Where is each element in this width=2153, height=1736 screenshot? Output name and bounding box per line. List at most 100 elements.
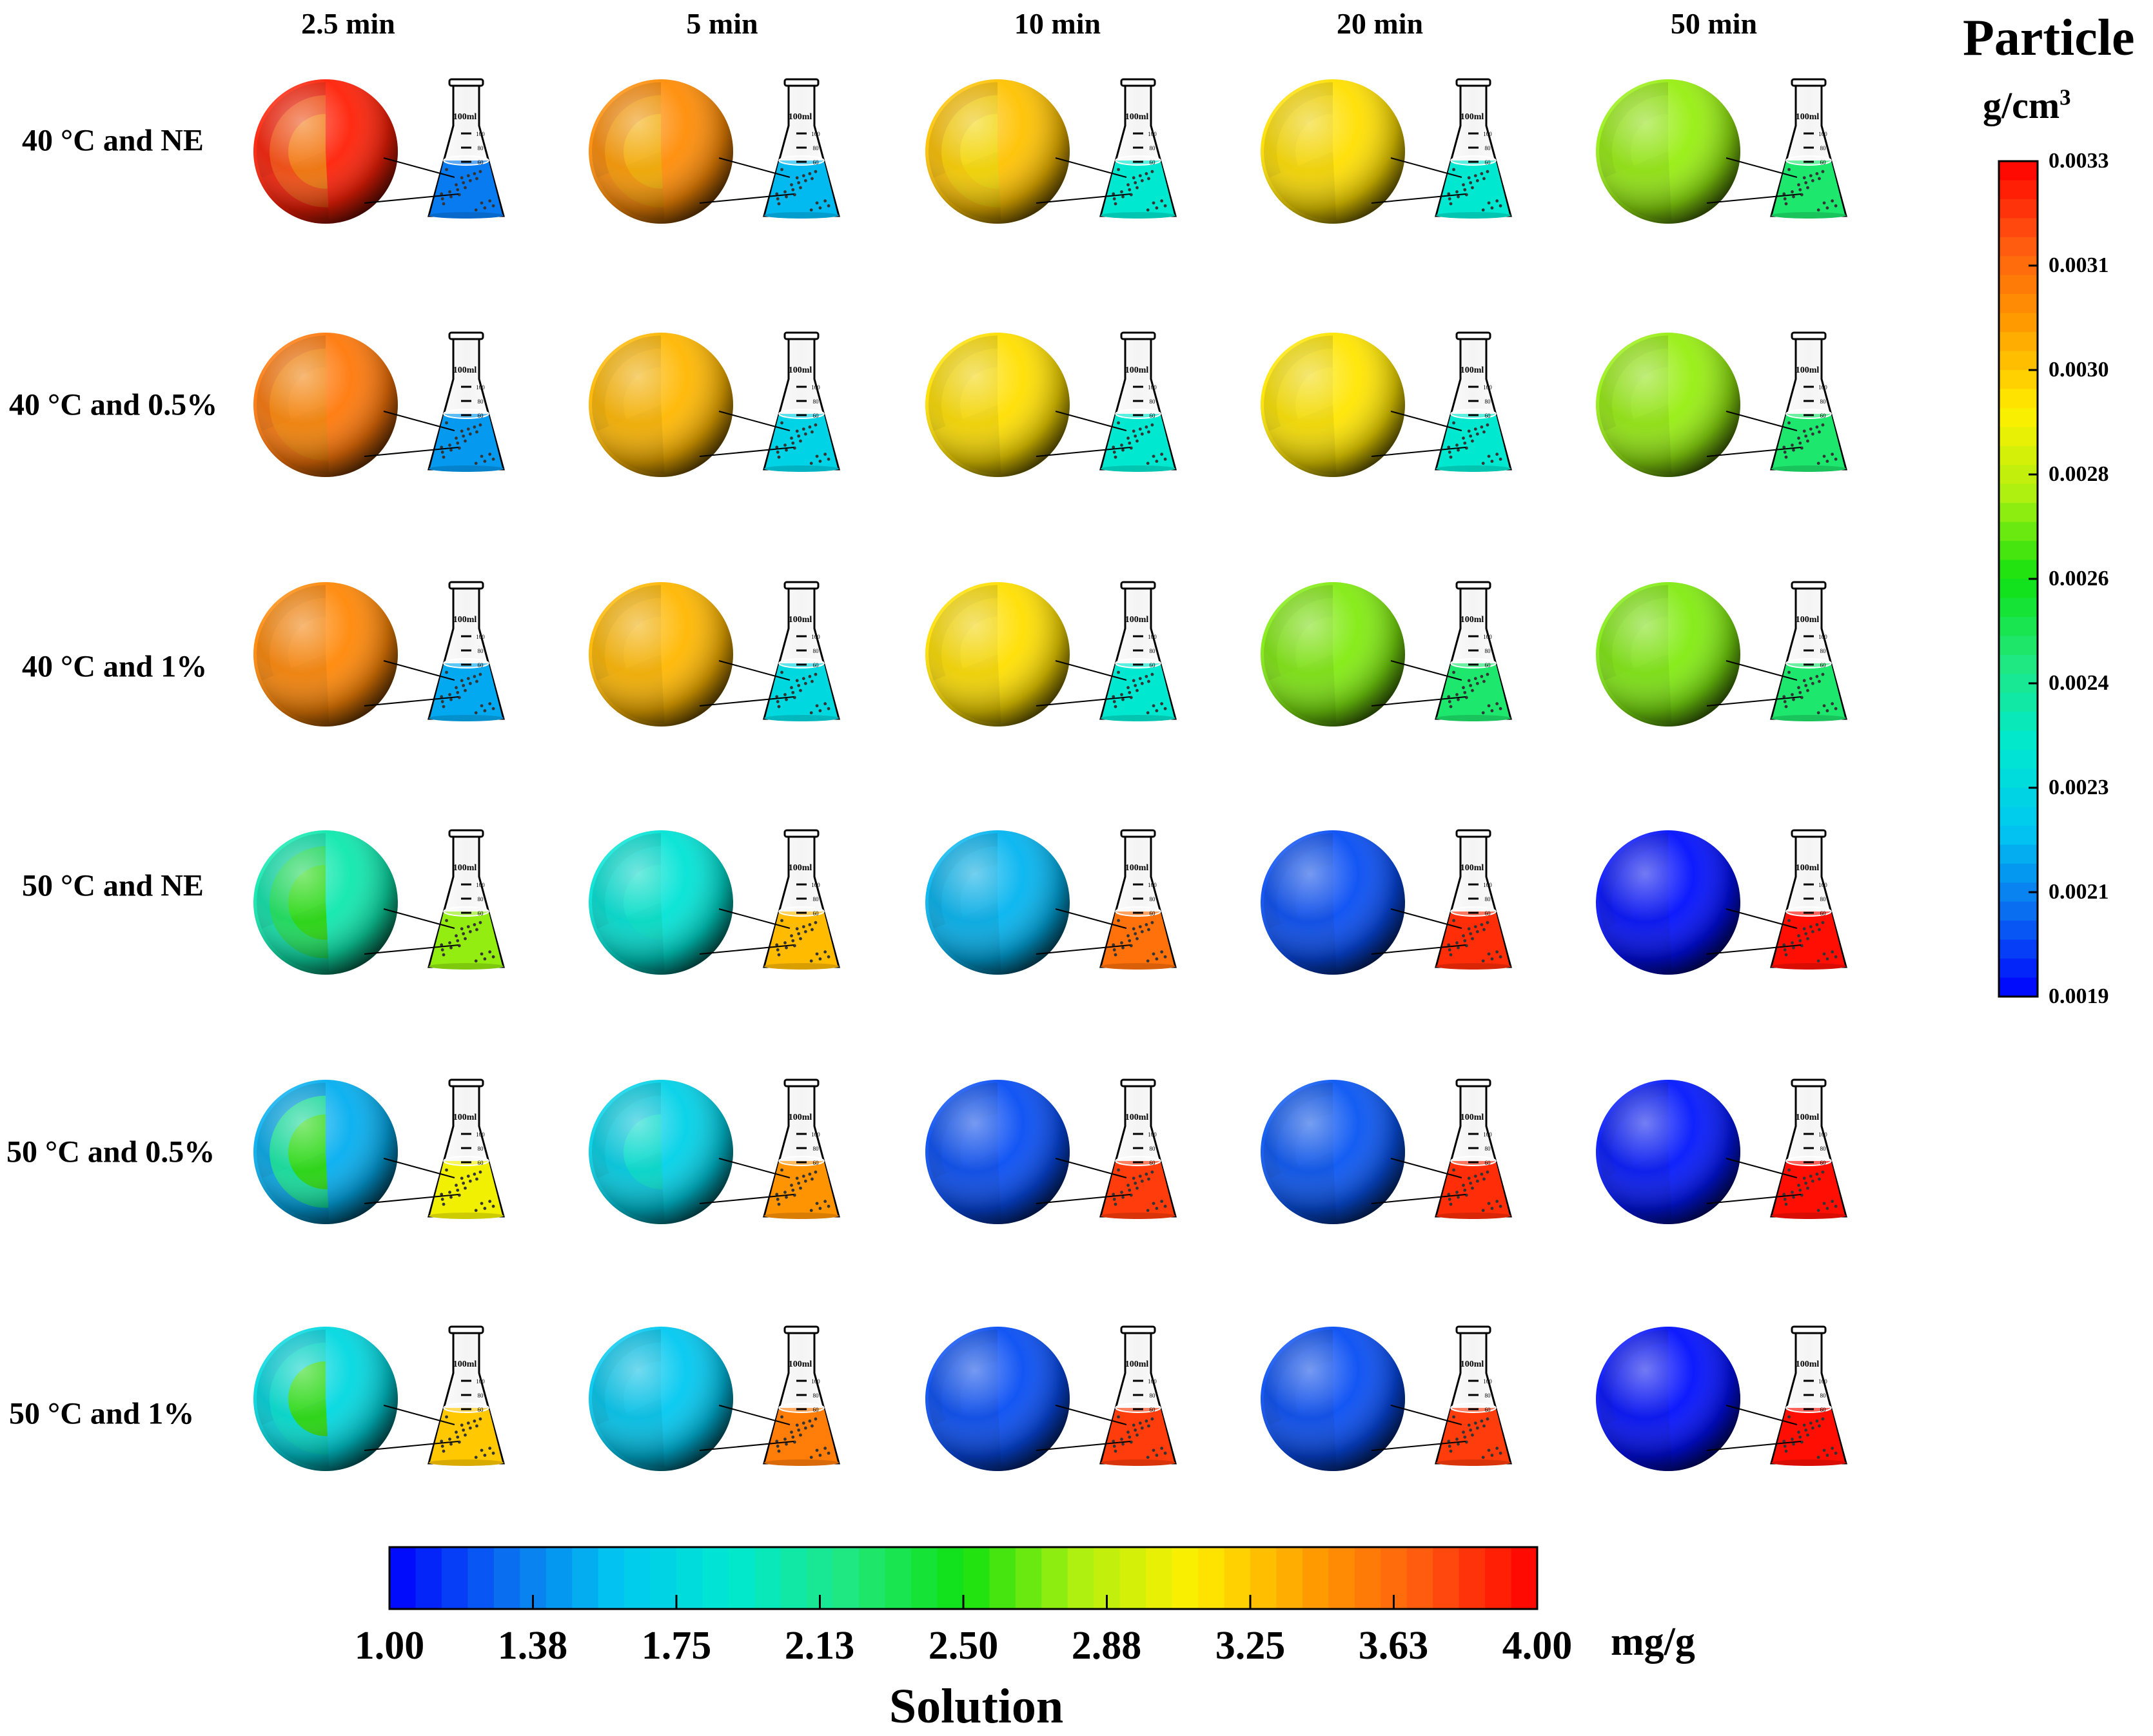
flask-particle-dot — [818, 460, 822, 463]
flask-particle-dot — [783, 444, 787, 447]
flask-particle-dot — [801, 427, 805, 431]
flask-particle-dot — [1825, 1454, 1829, 1457]
flask-particle-dot — [488, 1447, 492, 1450]
cell-r2-c1: 100ml 100 80 60 — [253, 331, 505, 477]
particle-tick-label: 0.0033 — [2049, 149, 2109, 173]
flask-particle-dot — [449, 697, 453, 701]
flask-base — [429, 715, 504, 721]
flask-particle-dot — [1802, 429, 1806, 433]
flask-particle-dot — [1782, 695, 1786, 699]
flask-particle-dot — [818, 206, 822, 210]
flask-graduation-label: 100 — [1483, 1378, 1492, 1385]
flask-particle-dot — [1481, 208, 1485, 212]
flask-particle-dot — [440, 1198, 444, 1201]
flask-particle-dot — [1114, 202, 1117, 206]
flask-particle-dot — [827, 707, 831, 710]
flask-particle-dot — [464, 688, 467, 692]
solution-surface — [1450, 155, 1497, 166]
solution-colorbar-step — [885, 1547, 912, 1609]
flask-particle-dot — [777, 953, 781, 957]
particle-colorbar-step — [1999, 445, 2038, 466]
flask-capacity-label: 100ml — [1460, 863, 1484, 873]
connector-line — [1706, 447, 1802, 457]
flask-particle-dot — [475, 1177, 478, 1181]
flask-particle-dot — [792, 944, 796, 948]
flask-particle-dot — [1134, 684, 1137, 687]
flask-graduation-label: 60 — [1820, 662, 1827, 668]
flask-graduation-label: 80 — [813, 398, 820, 405]
flask-particle-dot — [1160, 199, 1164, 203]
flask-particle-dot — [1117, 670, 1120, 674]
flask-particle-dot — [1448, 1445, 1451, 1448]
particle-colorbar-title: Particle — [1963, 10, 2135, 66]
flask-capacity-label: 100ml — [1796, 366, 1820, 375]
flask-particle-dot — [795, 679, 799, 683]
flask-particle-dot — [440, 192, 444, 196]
flask-particle-dot — [1825, 957, 1829, 961]
flask-base — [1771, 1459, 1846, 1466]
particle-shading — [925, 333, 1070, 477]
flask-graduation-label: 100 — [1818, 882, 1827, 888]
flask-particle-dot — [1782, 1193, 1786, 1196]
flask-particle-dot — [442, 1202, 446, 1206]
flask-capacity-label: 100ml — [1796, 112, 1820, 122]
connector-line — [383, 908, 455, 929]
flask-particle-dot — [1463, 939, 1467, 942]
flask-particle-dot — [791, 441, 795, 445]
flask-particle-dot — [1132, 176, 1135, 180]
flask-base — [1771, 212, 1846, 219]
flask-particle-dot — [475, 928, 478, 931]
flask-particle-dot — [1499, 1204, 1502, 1208]
flask-particle-dot — [775, 695, 779, 699]
solution-surface — [778, 1156, 825, 1166]
connector-line — [383, 1405, 455, 1425]
flask-particle-dot — [777, 1449, 781, 1453]
flask-particle-dot — [790, 1430, 793, 1434]
solution-surface — [443, 906, 489, 917]
connector-line — [1036, 1441, 1131, 1451]
flask-rim — [448, 1325, 484, 1334]
solution-tick-label: 3.25 — [1215, 1624, 1286, 1668]
flask-particle-dot — [803, 930, 807, 933]
flask-particle-dot — [474, 1456, 478, 1459]
flask-particle-dot — [1797, 183, 1800, 187]
flask-particle-dot — [823, 1447, 827, 1450]
flask-graduation-label: 80 — [1150, 1392, 1156, 1399]
flask-particle-dot — [491, 204, 495, 208]
flask-rim — [783, 581, 820, 590]
flask-particle-dot — [1831, 1447, 1834, 1450]
flask-particle-dot — [780, 168, 783, 171]
flask-particle-dot — [795, 1176, 799, 1180]
flask-particle-dot — [785, 946, 788, 950]
flask-particle-dot — [809, 1209, 813, 1213]
connector-line — [1036, 1194, 1131, 1204]
flask-particle-dot — [1448, 948, 1451, 951]
flask-particle-dot — [464, 937, 467, 941]
particle-shading — [925, 830, 1070, 975]
solution-colorbar-step — [1433, 1547, 1460, 1609]
particle-shading — [1596, 1080, 1740, 1224]
flask-particle-dot — [785, 1442, 788, 1446]
flask-particle-dot — [1480, 425, 1484, 429]
flask-base — [1101, 963, 1175, 970]
flask-graduation-label: 80 — [1150, 398, 1156, 405]
flask-capacity-label: 100ml — [1796, 1360, 1820, 1369]
solution-colorbar-step — [624, 1547, 651, 1609]
flask-particle-dot — [464, 439, 467, 443]
flask-particle-dot — [1797, 436, 1800, 440]
flask-particle-dot — [1482, 430, 1486, 434]
flask-graduation-label: 100 — [1818, 384, 1827, 391]
flask-particle-dot — [777, 202, 781, 206]
flask-particle-dot — [474, 711, 478, 715]
flask-graduation-label: 60 — [478, 910, 484, 917]
flask-particle-dot — [1129, 446, 1133, 450]
flask-particle-dot — [1448, 1198, 1451, 1201]
particle-flask-grid: 100ml1008060100ml1008060100ml1008060100m… — [253, 78, 1847, 1471]
flask-particle-dot — [785, 1195, 788, 1199]
flask-graduation-label: 60 — [1485, 910, 1491, 917]
flask-graduation-label: 60 — [1820, 910, 1827, 917]
flask-particle-dot — [1145, 1173, 1148, 1176]
solution-colorbar-step — [389, 1547, 417, 1609]
flask-particle-dot — [1455, 941, 1459, 944]
